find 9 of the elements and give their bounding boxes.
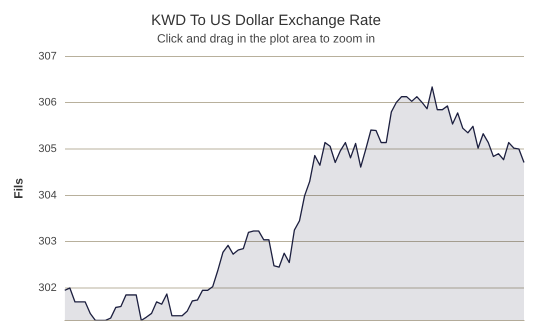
y-axis-title: Fils	[12, 178, 26, 199]
y-tick-label: 305	[38, 143, 57, 156]
y-tick-label: 302	[38, 282, 57, 294]
chart-subtitle: Click and drag in the plot area to zoom in	[156, 32, 376, 46]
y-tick-label: 306	[38, 96, 57, 109]
y-tick-label: 304	[38, 189, 57, 202]
y-tick-label: 303	[38, 236, 57, 248]
y-tick-label: 307	[38, 50, 57, 62]
chart-title: KWD To US Dollar Exchange Rate	[151, 12, 381, 30]
